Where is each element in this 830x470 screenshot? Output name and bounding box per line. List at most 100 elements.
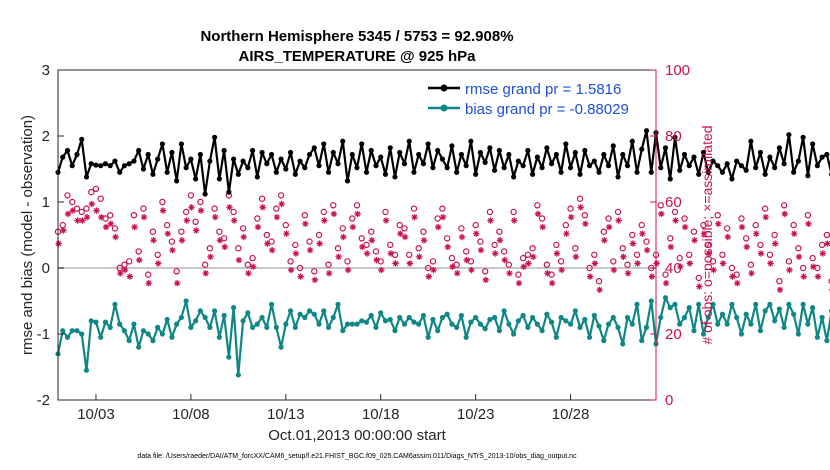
assimilated-obs-point — [814, 273, 822, 280]
y-tick-label-4: 2 — [42, 128, 50, 145]
rmse-point — [506, 151, 512, 158]
bias-point — [530, 314, 536, 321]
possible-obs-point — [130, 211, 138, 219]
possible-obs-point — [315, 231, 323, 239]
rmse-point — [468, 138, 474, 144]
bias-point — [677, 321, 683, 327]
assimilated-obs-point — [278, 200, 285, 208]
rmse-point — [245, 165, 251, 171]
possible-obs-point — [477, 238, 484, 245]
assimilated-obs-point — [710, 266, 717, 274]
assimilated-obs-point — [449, 263, 456, 270]
assimilated-obs-point — [591, 260, 599, 267]
possible-obs-point — [439, 205, 446, 212]
assimilated-obs-point — [605, 223, 613, 231]
bias-point — [548, 319, 555, 325]
bias-point — [102, 319, 109, 325]
assimilated-obs-point — [681, 223, 689, 231]
bias-point — [824, 338, 830, 344]
rmse-point — [102, 161, 109, 167]
assimilated-obs-point — [458, 233, 466, 241]
rmse-point — [548, 161, 555, 167]
bias-point — [596, 323, 602, 329]
possible-obs-point — [491, 241, 498, 249]
bias-point — [259, 314, 265, 321]
possible-obs-point — [662, 271, 669, 278]
assimilated-obs-point — [810, 263, 817, 270]
possible-obs-point — [406, 251, 413, 258]
bias-point — [240, 318, 246, 324]
rmse-point — [140, 166, 147, 172]
possible-obs-point — [78, 208, 85, 216]
assimilated-obs-point — [534, 210, 542, 218]
bias-point — [354, 321, 360, 327]
assimilated-obs-point — [496, 237, 504, 244]
rmse-point — [757, 149, 764, 156]
rmse-point — [620, 151, 626, 158]
possible-obs-point — [605, 215, 612, 222]
bias-point — [121, 328, 128, 334]
bias-point — [605, 321, 612, 327]
assimilated-obs-point — [406, 260, 414, 267]
assimilated-obs-point — [55, 240, 62, 247]
possible-obs-point — [624, 261, 631, 268]
assimilated-obs-point — [74, 217, 81, 224]
possible-obs-point — [472, 221, 479, 229]
rmse-point — [610, 143, 616, 149]
assimilated-obs-point — [378, 266, 385, 274]
bias-point — [245, 310, 251, 316]
possible-obs-point — [709, 258, 717, 265]
rmse-point — [724, 161, 730, 167]
rmse-point — [530, 171, 536, 177]
rmse-point — [359, 141, 365, 147]
rmse-point — [93, 162, 99, 168]
possible-obs-point — [500, 248, 508, 255]
bias-point — [691, 328, 697, 334]
bias-point — [772, 318, 778, 324]
rmse-point — [658, 165, 664, 171]
rmse-point — [302, 165, 308, 171]
rmse-point — [738, 163, 745, 169]
rmse-point — [387, 145, 393, 151]
possible-obs-point — [529, 244, 536, 252]
bias-point — [340, 328, 346, 334]
bias-point — [586, 334, 593, 340]
rmse-point — [482, 159, 488, 165]
possible-obs-point — [629, 231, 636, 239]
bias-point — [819, 314, 825, 321]
possible-obs-point — [273, 205, 280, 212]
rmse-series — [55, 128, 830, 197]
assimilated-obs-point — [202, 270, 209, 277]
possible-obs-point — [92, 185, 100, 192]
bias-point — [601, 338, 607, 344]
bias-point — [387, 316, 393, 323]
assimilated-obs-point — [292, 250, 300, 257]
legend-bias-marker — [440, 104, 448, 112]
rmse-point — [444, 165, 450, 171]
assimilated-obs-point — [316, 240, 323, 247]
possible-obs-point — [557, 258, 565, 265]
rmse-point — [672, 134, 678, 140]
rmse-point — [791, 169, 797, 175]
possible-obs-point — [723, 225, 731, 232]
possible-obs-point — [64, 192, 71, 199]
rmse-point — [539, 165, 545, 171]
bias-point — [477, 321, 483, 327]
possible-obs-point — [534, 202, 541, 209]
rmse-point — [268, 151, 275, 158]
rmse-point — [316, 163, 322, 169]
bias-point — [430, 316, 436, 323]
bias-point — [786, 301, 792, 307]
assimilated-obs-point — [88, 200, 96, 208]
assimilated-obs-point — [264, 240, 271, 247]
assimilated-obs-point — [473, 230, 480, 237]
rmse-point — [767, 154, 773, 160]
bias-point — [696, 301, 702, 307]
possible-obs-point — [761, 205, 769, 212]
bias-point — [553, 334, 559, 340]
assimilated-obs-point — [164, 230, 171, 237]
bias-point — [492, 314, 498, 321]
possible-obs-point — [197, 198, 204, 206]
assimilated-obs-point — [325, 270, 333, 277]
assimilated-obs-point — [515, 280, 523, 287]
